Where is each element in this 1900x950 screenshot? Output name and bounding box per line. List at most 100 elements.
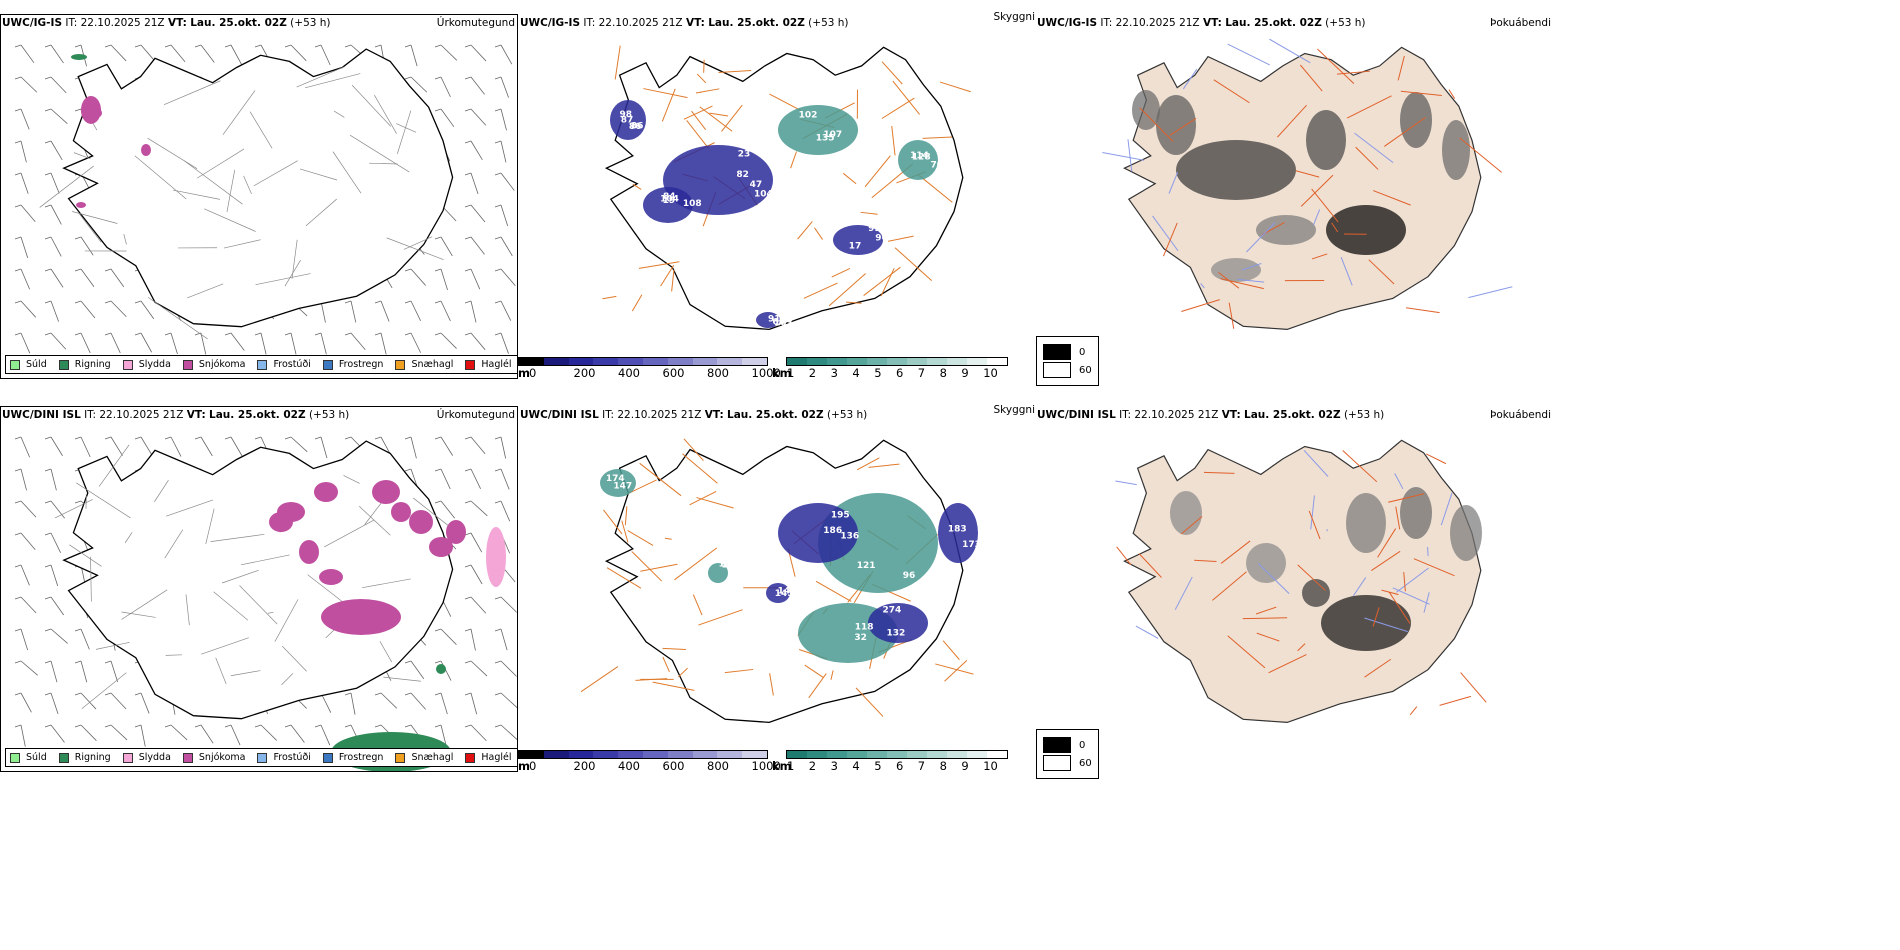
legend-item: Frostúði: [257, 359, 311, 370]
colorbar-tick-label: 6: [896, 759, 904, 773]
colorbar-tick-label: 600: [662, 759, 685, 773]
coastline: [1123, 439, 1482, 724]
legend-swatch: [395, 359, 406, 370]
product-title-cloud-bottom: Skyggni: [993, 404, 1036, 416]
visibility-colorbar-bottom: km 1 2 3 4 5 6 7 8 9 10: [772, 750, 1012, 773]
legend-item: Slydda: [122, 752, 171, 763]
colorbar-tick-label: 400: [618, 366, 640, 380]
fog-panel-bottom: [1036, 423, 1554, 773]
product-title-precip-top: Úrkomutegund: [436, 17, 515, 29]
colorbar-cell: [642, 358, 668, 365]
precip-type-panel-top: Súld Rigning Slydda Snjókoma Frostúði Frostre…: [0, 14, 518, 379]
panel-header-precip-bottom: UWC/DINI ISL IT: 22.10.2025 21Z VT: Lau.…: [2, 409, 349, 422]
ceiling-visibility-panel-top: 47 19 87 102 96 103 70 104 104 86 107 99 91 114 82 108 9…: [518, 30, 1036, 380]
colorbar-tick-label: 1: [787, 759, 795, 773]
legend-label: Slydda: [138, 359, 171, 370]
legend-swatch: [182, 752, 193, 763]
ceiling-value-label: 47: [750, 180, 763, 190]
colorbar-tick-label: 400: [618, 759, 640, 773]
legend-item: Snjókoma: [182, 359, 246, 370]
ceiling-value-label: 124: [722, 561, 741, 571]
ceiling-value-label: 82: [736, 170, 749, 180]
fog-legend-label: 60: [1079, 364, 1092, 376]
colorbar-cell: [947, 751, 967, 758]
colorbar-cell: [543, 751, 569, 758]
visibility-colorbar-top: km 1 2 3 4 5 6 7 8 9 10: [772, 357, 1012, 380]
ceiling-areas: [600, 469, 978, 663]
ceiling-colorbar-bottom: m 0 200 400 600 800 1000: [518, 750, 781, 773]
model-name: UWC/DINI ISL: [520, 409, 599, 421]
colorbar-tick-label: 200: [573, 366, 596, 380]
it-label: IT:: [84, 409, 97, 421]
vt-label: VT:: [1202, 17, 1222, 29]
ceiling-value-label: 86: [631, 122, 644, 132]
lead-time: (+53 h): [1325, 17, 1366, 29]
vt-value: Lau. 25.okt. 02Z: [209, 409, 306, 421]
colorbar-tick-label: 1: [787, 366, 795, 380]
legend-label: Súld: [26, 359, 47, 370]
model-name: UWC/IG-IS: [520, 17, 581, 29]
colorbar-tick-label: 0: [529, 366, 537, 380]
it-value: 22.10.2025 21Z: [598, 17, 683, 29]
ceiling-value-label: 87: [621, 116, 634, 126]
colorbar-cell: [593, 358, 619, 365]
colorbar-tick-label: 6: [896, 366, 904, 380]
legend-swatch: [58, 359, 69, 370]
ceiling-value-label: 23: [738, 150, 751, 160]
ceiling-value-label: 96: [875, 234, 888, 244]
lead-time: (+53 h): [808, 17, 849, 29]
colorbar-cell: [543, 358, 569, 365]
colorbar-cell: [827, 751, 847, 758]
model-name: UWC/DINI ISL: [2, 409, 81, 421]
fog-panel-top: [1036, 30, 1554, 380]
precip-type-panel-bottom: Súld Rigning Slydda Snjókoma Frostúði Frostre…: [0, 406, 518, 772]
colorbar-tick-label: 1000: [751, 759, 781, 773]
colorbar-cell: [742, 358, 767, 365]
ceiling-value-label: 132: [887, 628, 906, 638]
ceiling-value-label: 147: [613, 481, 632, 491]
vt-label: VT:: [186, 409, 206, 421]
roads-lines: [1115, 449, 1487, 716]
fog-legend-bottom: 0 60: [1036, 729, 1099, 779]
ceiling-value-label: 174: [606, 474, 625, 484]
legend-item: Rigning: [58, 359, 111, 370]
it-label: IT:: [65, 17, 78, 29]
visibility-unit: km: [772, 366, 792, 380]
legend-item: Frostúði: [257, 752, 311, 763]
ceiling-colorbar-strip: [518, 357, 768, 366]
legend-label: Haglél: [481, 752, 512, 763]
colorbar-cell: [847, 751, 867, 758]
vt-label: VT:: [167, 17, 187, 29]
fog-legend-label: 60: [1079, 757, 1092, 769]
colorbar-cell: [987, 751, 1007, 758]
colorbar-cell: [807, 751, 827, 758]
vt-value: Lau. 25.okt. 02Z: [727, 409, 824, 421]
legend-swatch: [10, 752, 20, 763]
legend-item: Súld: [10, 359, 47, 370]
product-title-precip-bottom: Úrkomutegund: [436, 409, 515, 421]
legend-swatch: [322, 359, 333, 370]
fog-legend-label: 0: [1079, 346, 1086, 358]
legend-label: Rigning: [74, 359, 111, 370]
colorbar-cell: [593, 751, 619, 758]
ceiling-unit: m: [518, 366, 530, 380]
fog-map-bottom: [1115, 439, 1487, 724]
colorbar-cell: [967, 358, 987, 365]
product-title-cloud-top: Skyggni: [993, 11, 1036, 23]
colorbar-cell: [667, 358, 693, 365]
legend-label: Frostregn: [338, 752, 384, 763]
legend-label: Frostúði: [273, 752, 311, 763]
ceiling-value-label: 159: [719, 560, 738, 570]
ceiling-value-label: 107: [823, 130, 842, 140]
roads-lines: [39, 66, 444, 340]
legend-label: Snæhagl: [411, 359, 454, 370]
legend-swatch: [322, 752, 333, 763]
visibility-colorbar-strip: [786, 750, 1008, 759]
vt-value: Lau. 25.okt. 02Z: [1244, 409, 1341, 421]
legend-swatch: [257, 359, 268, 370]
precip-map-bottom: [14, 436, 517, 771]
it-value: 22.10.2025 21Z: [1115, 17, 1200, 29]
vt-label: VT:: [1221, 409, 1241, 421]
ceiling-value-label: 104: [754, 190, 773, 200]
legend-label: Snjókoma: [198, 359, 246, 370]
